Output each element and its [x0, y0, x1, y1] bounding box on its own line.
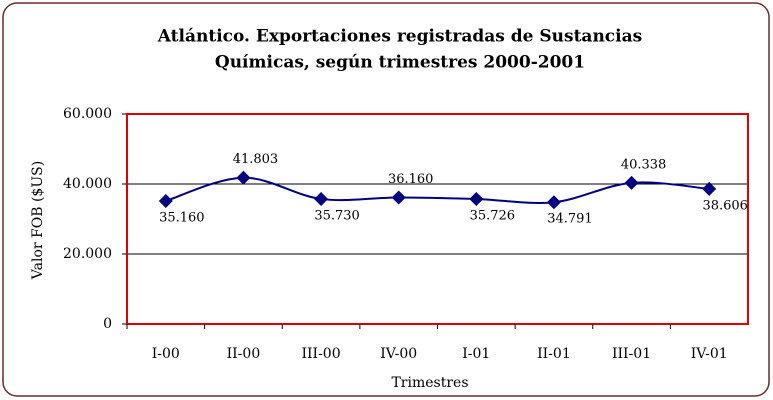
data-label: 35.726 — [470, 208, 516, 223]
y-tick-label: 40.000 — [63, 176, 112, 192]
x-tick-label: II-01 — [537, 346, 571, 362]
marker — [158, 193, 173, 208]
y-tick-label: 60.000 — [63, 106, 112, 122]
marker — [236, 170, 251, 185]
data-label: 35.160 — [159, 210, 205, 225]
chart-title: Químicas, según trimestres 2000-2001 — [215, 53, 585, 73]
y-axis-label: Valor FOB ($US) — [30, 161, 46, 280]
marker — [624, 175, 639, 190]
x-axis-label: Trimestres — [391, 375, 468, 391]
x-tick-label: IV-01 — [691, 346, 728, 362]
x-tick-label: III-01 — [612, 346, 651, 362]
data-label: 34.791 — [547, 212, 593, 227]
x-tick-label: I-01 — [462, 346, 490, 362]
x-tick-label: I-00 — [152, 346, 180, 362]
data-label: 40.338 — [621, 157, 667, 172]
marker — [702, 181, 717, 196]
x-tick-label: IV-00 — [380, 346, 417, 362]
data-label: 38.606 — [702, 198, 748, 213]
y-tick-label: 0 — [103, 316, 112, 332]
marker — [314, 191, 329, 206]
y-tick-label: 20.000 — [63, 246, 112, 262]
marker — [469, 191, 484, 206]
data-label: 35.730 — [314, 208, 360, 223]
marker — [391, 190, 406, 205]
x-tick-label: II-00 — [227, 346, 261, 362]
chart-title: Atlántico. Exportaciones registradas de … — [157, 27, 642, 47]
data-label: 41.803 — [233, 152, 279, 167]
x-tick-label: III-00 — [301, 346, 340, 362]
marker — [546, 195, 561, 210]
data-label: 36.160 — [388, 172, 434, 187]
